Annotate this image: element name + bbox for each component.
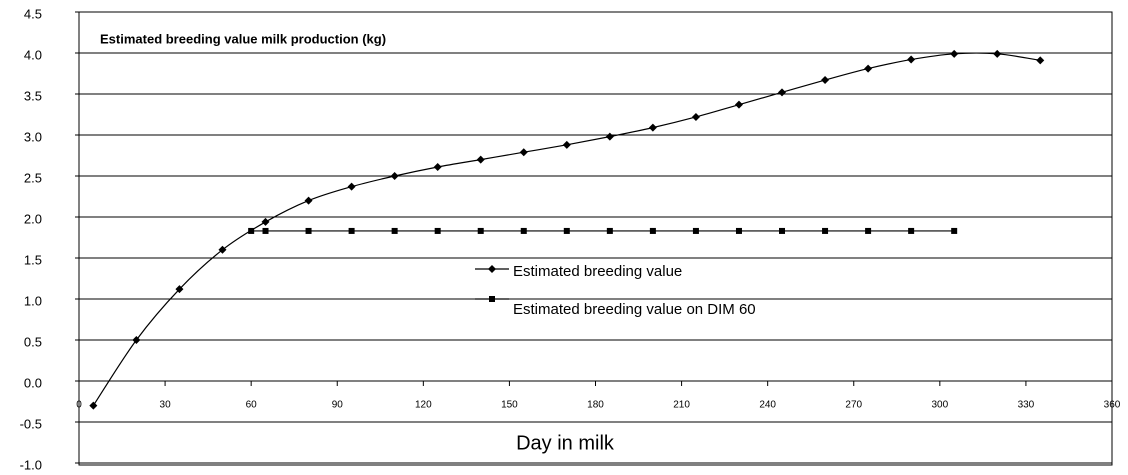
data-point bbox=[519, 148, 528, 157]
data-point bbox=[175, 285, 184, 294]
data-point bbox=[907, 55, 916, 64]
x-tick-label: 210 bbox=[673, 400, 690, 411]
data-point bbox=[950, 49, 959, 58]
data-point bbox=[476, 155, 485, 164]
data-point bbox=[562, 140, 571, 149]
data-point bbox=[132, 336, 141, 344]
data-point bbox=[778, 88, 787, 97]
x-tick-label: 120 bbox=[415, 400, 432, 411]
data-point bbox=[691, 112, 700, 121]
data-point bbox=[262, 227, 269, 234]
x-tick-label: 150 bbox=[501, 400, 518, 411]
data-point bbox=[822, 227, 829, 234]
x-tick-label: 270 bbox=[845, 400, 862, 411]
y-tick-label: -0.5 bbox=[20, 416, 42, 431]
y-tick-label: 3.5 bbox=[24, 88, 42, 103]
data-point bbox=[864, 64, 873, 73]
y-tick-label: 3.0 bbox=[24, 129, 42, 144]
y-tick-label: 4.0 bbox=[24, 47, 42, 62]
x-tick-label: 30 bbox=[160, 400, 172, 411]
data-point bbox=[304, 196, 313, 205]
x-axis-label: Day in milk bbox=[516, 432, 615, 454]
data-point bbox=[692, 227, 699, 234]
data-point bbox=[606, 227, 613, 234]
data-point bbox=[261, 217, 270, 226]
data-point bbox=[305, 227, 312, 234]
data-point bbox=[908, 227, 915, 234]
data-point bbox=[520, 227, 527, 234]
y-tick-label: 0.5 bbox=[24, 334, 42, 349]
y-tick-label: 0.0 bbox=[24, 375, 42, 390]
x-tick-label: 60 bbox=[246, 400, 258, 411]
data-point bbox=[434, 227, 441, 234]
data-point bbox=[348, 227, 355, 234]
x-tick-label: 180 bbox=[587, 400, 604, 411]
data-point bbox=[734, 100, 743, 109]
x-tick-label: 90 bbox=[332, 400, 344, 411]
x-tick-label: 300 bbox=[931, 400, 948, 411]
legend-label: Estimated breeding value bbox=[513, 263, 682, 280]
data-point bbox=[649, 227, 656, 234]
x-tick-label: 330 bbox=[1018, 400, 1035, 411]
data-point bbox=[735, 227, 742, 234]
data-point bbox=[779, 227, 786, 234]
x-tick-label: 360 bbox=[1104, 400, 1121, 411]
chart-title: Estimated breeding value milk production… bbox=[100, 31, 386, 46]
legend-marker bbox=[488, 265, 496, 273]
data-point bbox=[218, 245, 227, 254]
data-point bbox=[347, 182, 356, 191]
data-point bbox=[477, 227, 484, 234]
legend-label: Estimated breeding value on DIM 60 bbox=[513, 301, 756, 318]
y-tick-label: 1.5 bbox=[24, 252, 42, 267]
y-tick-label: -1.0 bbox=[20, 457, 42, 472]
data-point bbox=[648, 123, 657, 132]
data-point bbox=[605, 132, 614, 141]
data-point bbox=[433, 162, 442, 171]
y-tick-label: 1.0 bbox=[24, 293, 42, 308]
plot-frame bbox=[78, 11, 1113, 466]
data-point bbox=[563, 227, 570, 234]
x-tick-label: 240 bbox=[759, 400, 776, 411]
x-tick-label: 0 bbox=[76, 400, 82, 411]
y-tick-label: 2.0 bbox=[24, 211, 42, 226]
legend-marker bbox=[489, 296, 495, 302]
data-point bbox=[390, 172, 399, 180]
data-point bbox=[89, 401, 98, 410]
y-tick-label: 2.5 bbox=[24, 170, 42, 185]
data-point bbox=[248, 227, 255, 234]
y-tick-label: 4.5 bbox=[24, 6, 42, 21]
data-point bbox=[993, 49, 1002, 58]
data-point bbox=[865, 227, 872, 234]
data-point bbox=[391, 227, 398, 234]
data-point bbox=[951, 227, 958, 234]
data-point bbox=[821, 76, 830, 85]
data-point bbox=[1036, 56, 1045, 65]
